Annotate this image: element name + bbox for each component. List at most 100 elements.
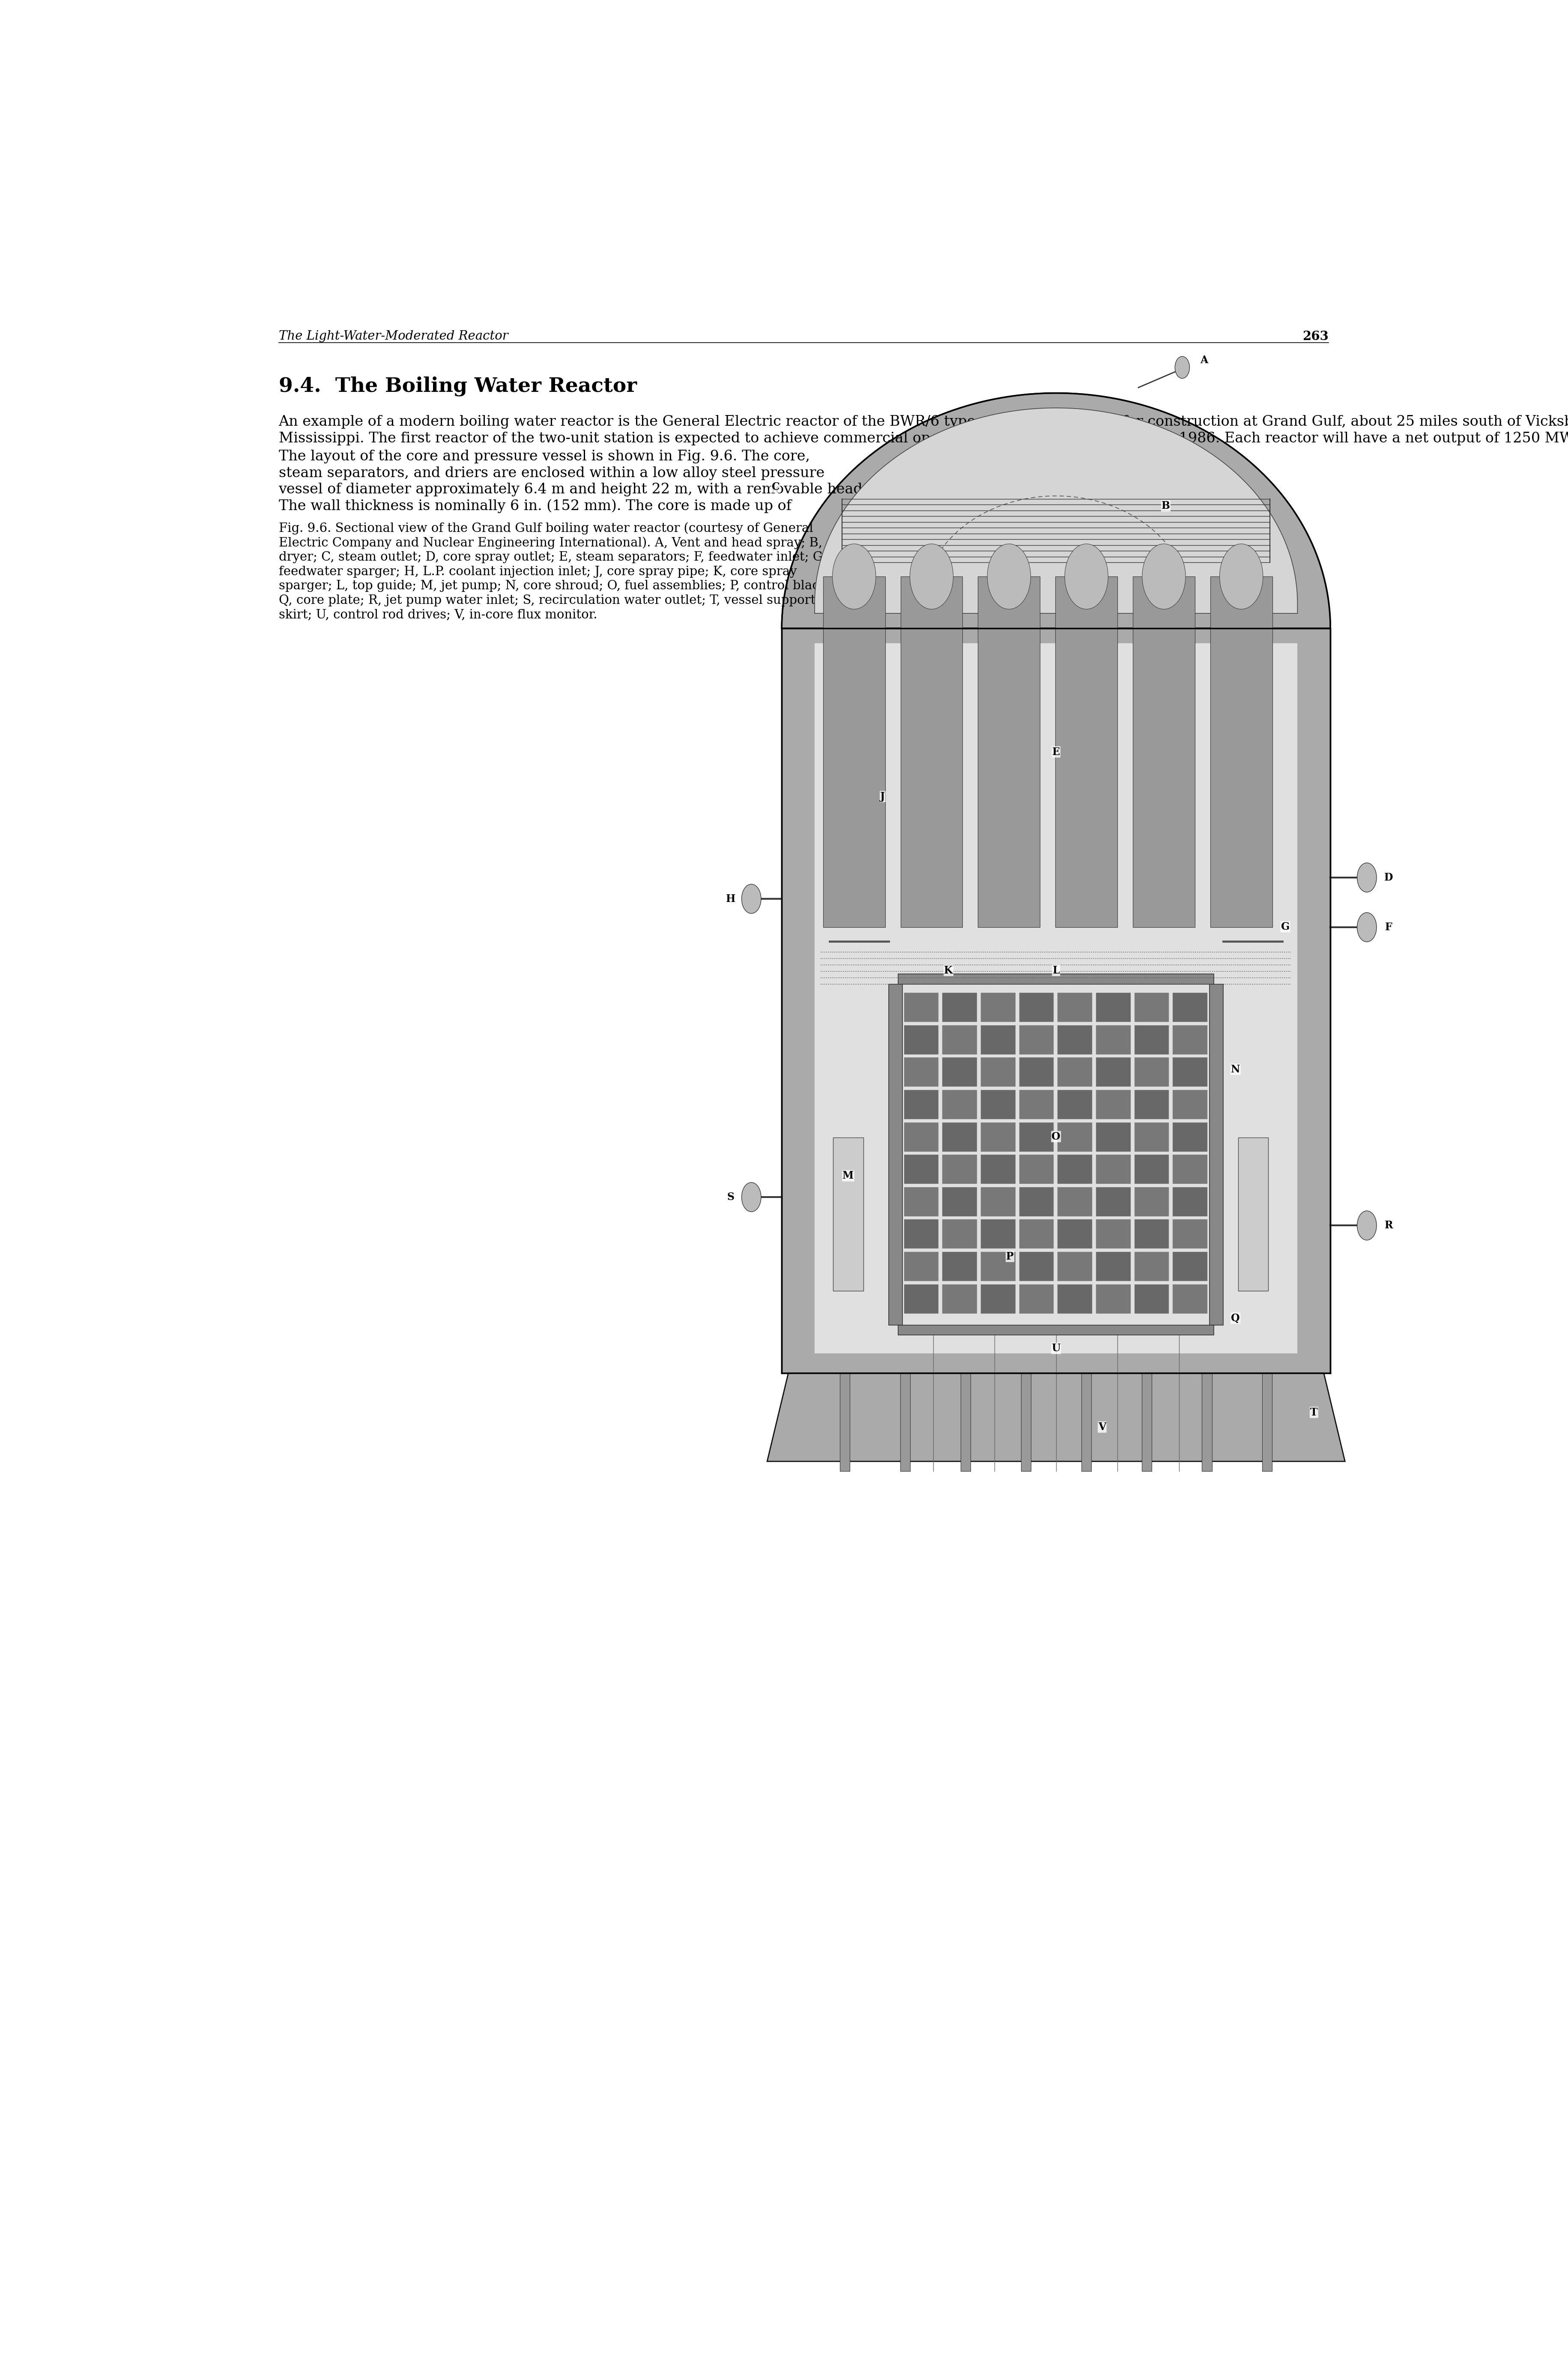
Bar — [1134, 1122, 1170, 1150]
Bar — [905, 994, 939, 1022]
Text: 9.4.  The Boiling Water Reactor: 9.4. The Boiling Water Reactor — [279, 376, 637, 397]
Text: G: G — [1281, 922, 1289, 932]
Bar — [1134, 1284, 1170, 1314]
Bar — [942, 1253, 977, 1281]
Bar — [1142, 1374, 1151, 1471]
Bar — [1173, 1122, 1207, 1150]
Text: M: M — [842, 1169, 855, 1181]
Bar — [900, 578, 963, 927]
Text: Electric Company and Nuclear Engineering International). A, Vent and head spray;: Electric Company and Nuclear Engineering… — [279, 537, 864, 549]
Text: N: N — [1231, 1065, 1240, 1074]
Text: skirt; U, control rod drives; V, in-core flux monitor.: skirt; U, control rod drives; V, in-core… — [279, 609, 597, 620]
Bar — [898, 975, 1214, 984]
Bar — [1096, 1219, 1131, 1248]
Text: The wall thickness is nominally 6 in. (152 mm). The core is made up of: The wall thickness is nominally 6 in. (1… — [279, 499, 792, 513]
Bar — [980, 1024, 1016, 1055]
Circle shape — [1220, 544, 1262, 609]
Circle shape — [833, 544, 877, 609]
Text: vessel of diameter approximately 6.4 m and height 22 m, with a removable head.: vessel of diameter approximately 6.4 m a… — [279, 483, 867, 497]
Bar — [1134, 1058, 1170, 1086]
Bar — [1134, 1253, 1170, 1281]
Text: B: B — [1162, 502, 1170, 511]
Bar — [1019, 994, 1054, 1022]
Bar — [1134, 1219, 1170, 1248]
Bar — [823, 578, 884, 927]
Text: 263: 263 — [1303, 330, 1328, 342]
Text: C: C — [771, 483, 779, 492]
Bar — [942, 994, 977, 1022]
Bar — [980, 1122, 1016, 1150]
Text: K: K — [944, 965, 953, 975]
Bar — [1173, 994, 1207, 1022]
Bar — [1055, 578, 1118, 927]
Bar — [1057, 1155, 1093, 1184]
Bar — [1173, 1058, 1207, 1086]
Circle shape — [1358, 1210, 1377, 1241]
Bar — [1262, 1374, 1272, 1471]
Bar — [833, 1139, 864, 1291]
Bar — [1096, 994, 1131, 1022]
Bar — [1203, 1374, 1212, 1471]
Text: feedwater sparger; H, L.P. coolant injection inlet; J, core spray pipe; K, core : feedwater sparger; H, L.P. coolant injec… — [279, 566, 797, 578]
Bar — [978, 578, 1040, 927]
Bar — [905, 1091, 939, 1120]
Text: T: T — [1311, 1407, 1317, 1417]
Bar — [1057, 994, 1093, 1022]
Bar — [1019, 1024, 1054, 1055]
Bar — [905, 1024, 939, 1055]
Text: Fig. 9.6. Sectional view of the Grand Gulf boiling water reactor (courtesy of Ge: Fig. 9.6. Sectional view of the Grand Gu… — [279, 523, 814, 535]
Bar — [840, 1374, 850, 1471]
Bar — [1019, 1219, 1054, 1248]
Bar — [1173, 1024, 1207, 1055]
Bar — [980, 1253, 1016, 1281]
Bar — [980, 1058, 1016, 1086]
Bar — [980, 1091, 1016, 1120]
Bar — [1096, 1186, 1131, 1217]
Circle shape — [1174, 357, 1190, 378]
Text: An example of a modern boiling water reactor is the General Electric reactor of : An example of a modern boiling water rea… — [279, 416, 1568, 428]
Text: sparger; L, top guide; M, jet pump; N, core shroud; O, fuel assemblies; P, contr: sparger; L, top guide; M, jet pump; N, c… — [279, 580, 831, 592]
Text: S: S — [728, 1191, 734, 1203]
Bar — [980, 1219, 1016, 1248]
Text: The Light-Water-Moderated Reactor: The Light-Water-Moderated Reactor — [279, 330, 508, 342]
Text: Q: Q — [1231, 1312, 1240, 1324]
Bar — [1096, 1284, 1131, 1314]
Text: D: D — [1385, 872, 1392, 882]
Text: O: O — [1052, 1131, 1060, 1141]
Bar — [961, 1374, 971, 1471]
Circle shape — [1358, 913, 1377, 941]
Bar — [905, 1155, 939, 1184]
Bar — [1021, 1374, 1030, 1471]
Text: U: U — [1052, 1343, 1060, 1353]
Bar — [980, 1284, 1016, 1314]
Bar — [1057, 1058, 1093, 1086]
Bar — [1096, 1024, 1131, 1055]
Bar — [1173, 1091, 1207, 1120]
Bar — [942, 1122, 977, 1150]
Bar — [1019, 1284, 1054, 1314]
Bar — [1096, 1122, 1131, 1150]
Bar — [1057, 1024, 1093, 1055]
Bar — [1134, 1186, 1170, 1217]
Circle shape — [988, 544, 1030, 609]
Text: L: L — [1052, 965, 1060, 975]
Bar — [1173, 1219, 1207, 1248]
Bar — [980, 994, 1016, 1022]
Bar — [905, 1122, 939, 1150]
Polygon shape — [767, 1374, 1345, 1462]
Bar — [900, 1374, 909, 1471]
Text: J: J — [880, 792, 884, 801]
Bar — [942, 1284, 977, 1314]
Text: E: E — [1052, 746, 1060, 756]
Bar — [889, 984, 903, 1324]
Bar — [1239, 1139, 1269, 1291]
Bar — [942, 1058, 977, 1086]
Bar — [815, 644, 1297, 1353]
Text: V: V — [1098, 1421, 1105, 1433]
Text: A: A — [1200, 354, 1207, 366]
Bar — [782, 628, 1330, 1374]
Bar — [905, 1284, 939, 1314]
Bar — [942, 1186, 977, 1217]
Polygon shape — [782, 392, 1330, 628]
Text: H: H — [726, 894, 735, 903]
